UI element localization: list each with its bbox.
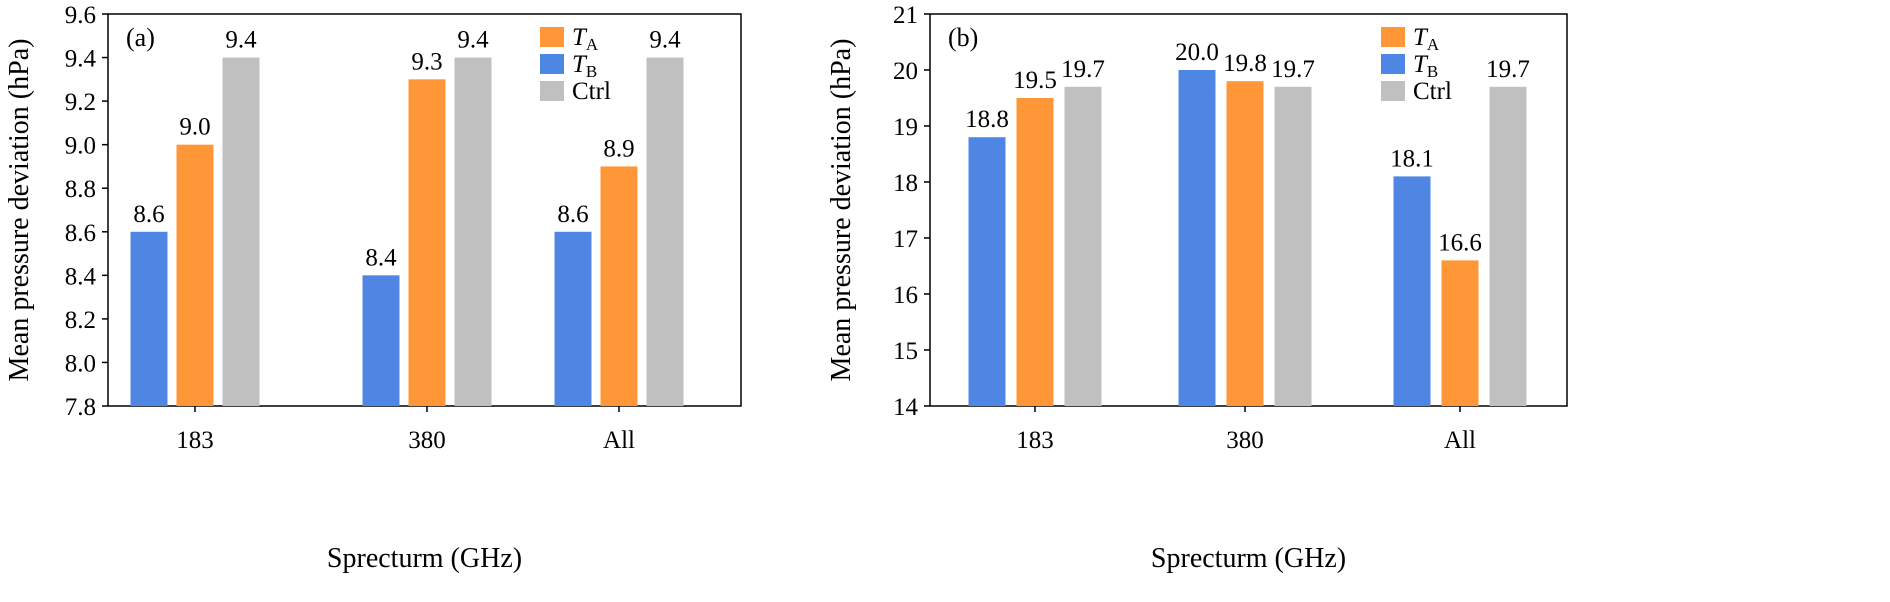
legend-swatch	[1381, 27, 1405, 47]
bar-ctrl-380	[1274, 86, 1312, 407]
legend-swatch	[1381, 54, 1405, 74]
data-label: 20.0	[1175, 39, 1219, 66]
bar-ctrl-183	[222, 57, 260, 407]
bar-ctrl-all	[1489, 86, 1527, 407]
x-axis-title: Sprecturm (GHz)	[327, 543, 522, 574]
panel-label: (b)	[948, 23, 978, 52]
bar-ta-183	[1016, 98, 1054, 406]
y-tick-label: 17	[893, 226, 918, 253]
data-label: 8.4	[365, 244, 397, 271]
data-label: 9.4	[225, 27, 257, 54]
y-tick-label: 9.4	[65, 46, 97, 73]
bar-ctrl-380	[454, 57, 492, 407]
legend-swatch	[540, 27, 564, 47]
data-label: 19.5	[1013, 67, 1057, 94]
legend-entry: TA	[1413, 24, 1440, 54]
data-label: 19.7	[1486, 56, 1530, 83]
panel-label: (a)	[126, 23, 155, 52]
y-tick-label: 8.0	[65, 350, 96, 377]
y-tick-label: 8.6	[65, 220, 96, 247]
data-label: 9.4	[457, 27, 489, 54]
bar-ctrl-183	[1064, 86, 1102, 407]
y-tick-label: 9.2	[65, 89, 96, 116]
legend-entry: TB	[1413, 51, 1438, 81]
chart-panel-a: 7.8 8.0 8.2 8.4 8.6 8.8 9.0 9.2 9.4 9.6 183 380 All 8…	[4, 2, 742, 574]
y-tick-label: 9.0	[65, 133, 96, 160]
data-label: 8.6	[133, 201, 164, 228]
bar-ta-380	[1226, 81, 1264, 406]
bar-ctrl-all	[646, 57, 684, 407]
bar-tb-183	[130, 231, 168, 406]
legend-swatch	[540, 54, 564, 74]
y-tick-label: 20	[893, 58, 918, 85]
bar-tb-380	[362, 275, 400, 406]
data-label: 19.7	[1061, 56, 1105, 83]
bar-tb-all	[554, 231, 592, 406]
bar-tb-183	[968, 137, 1006, 406]
y-axis-title: Mean pressure deviation (hPa)	[826, 39, 857, 382]
y-tick-label: 19	[893, 114, 918, 141]
legend-swatch	[1381, 81, 1405, 101]
bar-ta-all	[1441, 260, 1479, 406]
legend-entry: Ctrl	[1413, 78, 1452, 105]
y-tick-label: 21	[893, 2, 918, 29]
x-tick-label: 380	[1226, 427, 1264, 454]
data-label: 9.3	[411, 48, 442, 75]
x-tick-label: All	[603, 427, 635, 454]
data-label: 16.6	[1438, 229, 1482, 256]
y-tick-label: 7.8	[65, 394, 96, 421]
y-tick-label: 18	[893, 170, 918, 197]
legend-entry: Ctrl	[572, 78, 611, 105]
data-label: 9.0	[179, 114, 210, 141]
bar-ta-380	[408, 79, 446, 406]
bar-tb-all	[1393, 176, 1431, 406]
x-tick-label: 183	[1016, 427, 1054, 454]
legend-swatch	[540, 81, 564, 101]
y-tick-label: 8.2	[65, 307, 96, 334]
y-axis-title: Mean pressure deviation (hPa)	[4, 39, 35, 382]
data-label: 19.8	[1223, 50, 1267, 77]
bar-ta-all	[600, 166, 638, 406]
y-tick-label: 16	[893, 282, 918, 309]
bar-tb-380	[1178, 70, 1216, 406]
y-tick-label: 8.4	[65, 263, 97, 290]
y-tick-label: 8.8	[65, 176, 96, 203]
data-label: 18.8	[965, 106, 1009, 133]
data-label: 8.6	[557, 201, 588, 228]
x-tick-label: 183	[176, 427, 214, 454]
data-label: 9.4	[649, 27, 681, 54]
bar-ta-183	[176, 144, 214, 406]
data-label: 8.9	[603, 135, 634, 162]
data-label: 18.1	[1390, 145, 1434, 172]
legend-entry: TA	[572, 24, 599, 54]
data-label: 19.7	[1271, 56, 1315, 83]
y-tick-label: 9.6	[65, 2, 96, 29]
legend-entry: TB	[572, 51, 597, 81]
y-tick-label: 15	[893, 338, 918, 365]
x-tick-label: All	[1444, 427, 1476, 454]
x-tick-label: 380	[408, 427, 446, 454]
x-axis-title: Sprecturm (GHz)	[1151, 543, 1346, 574]
y-tick-label: 14	[893, 394, 919, 421]
